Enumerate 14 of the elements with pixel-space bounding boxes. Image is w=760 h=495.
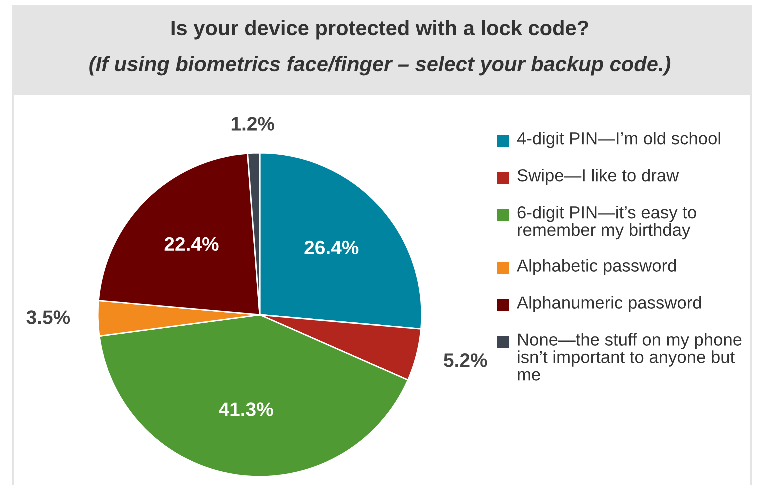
data-label: 22.4% [164, 237, 219, 252]
chart-title: Is your device protected with a lock code? [172, 20, 588, 40]
data-label: 5.2% [444, 354, 488, 368]
legend-label: Alphanumeric password [517, 296, 702, 312]
data-label: 1.2% [232, 117, 275, 131]
legend-label: Alphabetic password [517, 259, 676, 276]
legend-label: None—the stuff on my phone isn’t important to anyone but me [518, 333, 742, 381]
legend-label: 4-digit PIN—I’m old school [517, 132, 720, 148]
data-label: 3.5% [26, 310, 70, 324]
legend-label: Swipe—I like to draw [518, 169, 680, 186]
legend-label: 6-digit PIN—it’s easy to remember my birthday [518, 206, 696, 240]
data-label: 41.3% [219, 402, 274, 416]
data-label: 26.4% [304, 240, 359, 255]
chart-subtitle: (If using biometrics face/finger – select your backup code.) [90, 56, 671, 76]
